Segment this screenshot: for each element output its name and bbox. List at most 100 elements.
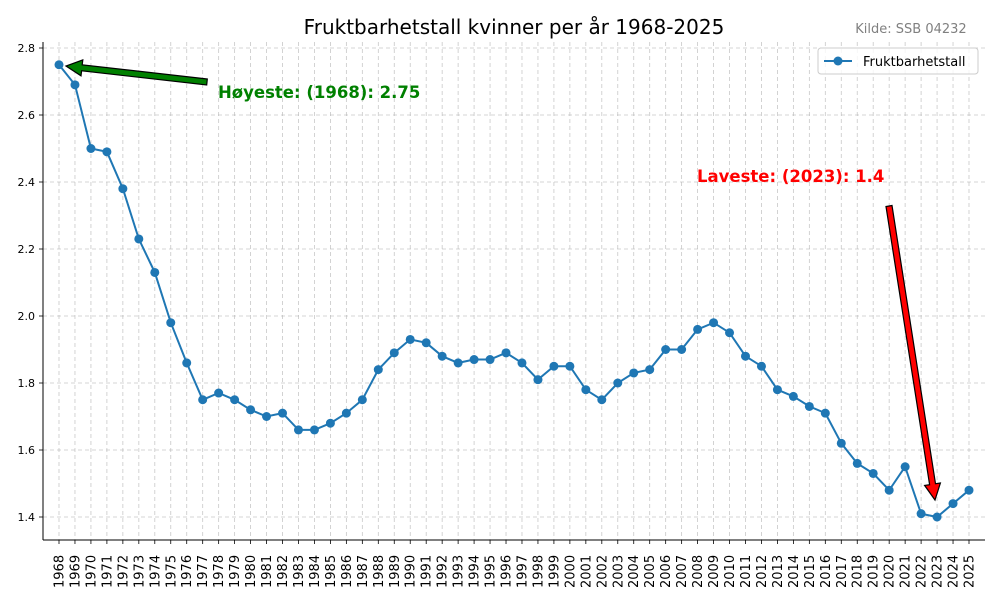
data-point xyxy=(54,60,64,70)
x-tick-label: 1996 xyxy=(500,555,515,588)
x-tick-label: 1971 xyxy=(100,555,115,588)
x-tick-label: 1972 xyxy=(116,555,131,588)
x-tick-label: 1985 xyxy=(324,555,339,588)
x-tick-label: 1981 xyxy=(260,555,275,588)
x-tick-label: 2022 xyxy=(915,555,930,588)
x-tick-label: 1995 xyxy=(484,555,499,588)
data-point xyxy=(501,348,511,358)
data-point xyxy=(884,485,894,495)
data-point xyxy=(150,267,160,277)
data-point xyxy=(230,395,240,405)
data-point xyxy=(868,468,878,478)
data-point xyxy=(597,395,607,405)
x-tick-label: 1974 xyxy=(148,555,163,588)
data-point xyxy=(549,361,559,371)
data-point xyxy=(70,80,80,90)
x-tick-label: 1982 xyxy=(276,555,291,588)
x-tick-label: 1968 xyxy=(53,555,68,588)
data-point xyxy=(293,425,303,435)
data-point xyxy=(629,368,639,378)
y-tick-label: 1.4 xyxy=(18,511,36,524)
data-point xyxy=(852,458,862,468)
data-point xyxy=(613,378,623,388)
x-tick-label: 1984 xyxy=(308,555,323,588)
data-point xyxy=(373,365,383,375)
y-tick-label: 2.0 xyxy=(18,310,36,323)
data-point xyxy=(437,351,447,361)
data-point xyxy=(836,438,846,448)
data-point xyxy=(214,388,224,398)
y-tick-label: 2.6 xyxy=(18,109,36,122)
data-point xyxy=(166,318,176,328)
x-tick-label: 1980 xyxy=(244,555,259,588)
data-point xyxy=(645,365,655,375)
data-point xyxy=(709,318,719,328)
x-tick-label: 1970 xyxy=(84,555,99,588)
data-point xyxy=(581,385,591,395)
x-tick-label: 2010 xyxy=(723,555,738,588)
data-point xyxy=(325,418,335,428)
x-tick-label: 2016 xyxy=(819,555,834,588)
chart-title: Fruktbarhetstall kvinner per år 1968-202… xyxy=(304,15,725,39)
legend-marker-icon xyxy=(833,56,843,66)
axes: 1968 1969 1970 1971 1972 1973 1974 1975 1976 1977… xyxy=(18,42,985,588)
series-line xyxy=(58,64,970,519)
x-tick-label: 1993 xyxy=(452,555,467,588)
x-tick-label: 1975 xyxy=(164,555,179,588)
data-point xyxy=(788,391,798,401)
data-point xyxy=(677,345,687,354)
data-point xyxy=(134,234,144,244)
x-tick-label: 2012 xyxy=(755,555,770,588)
y-tick-label: 2.2 xyxy=(18,243,36,256)
data-point xyxy=(102,147,112,157)
y-tick-label: 1.8 xyxy=(18,377,36,390)
x-tick-label: 1994 xyxy=(468,555,483,588)
x-tick-label: 2008 xyxy=(691,555,706,588)
data-point xyxy=(485,355,495,365)
arrow-highest-icon xyxy=(64,59,208,86)
data-point xyxy=(756,361,766,371)
data-point xyxy=(278,408,288,418)
x-tick-label: 1976 xyxy=(180,555,195,588)
data-point xyxy=(246,405,256,415)
x-tick-label: 2025 xyxy=(963,555,978,588)
x-tick-label: 1999 xyxy=(547,555,562,588)
data-point xyxy=(900,462,910,472)
data-point xyxy=(693,324,703,334)
x-tick-label: 1988 xyxy=(372,555,387,588)
x-tick-label: 2004 xyxy=(627,555,642,588)
data-point xyxy=(405,334,415,344)
x-tick-label: 2001 xyxy=(579,555,594,588)
x-tick-label: 1978 xyxy=(212,555,227,588)
data-point xyxy=(517,358,527,368)
x-tick-label: 1990 xyxy=(404,555,419,588)
x-tick-label: 2000 xyxy=(563,555,578,588)
x-tick-label: 1983 xyxy=(292,555,307,588)
data-point xyxy=(740,351,750,361)
x-tick-label: 2021 xyxy=(899,555,914,588)
data-point xyxy=(725,328,735,338)
x-tick-label: 1997 xyxy=(515,555,530,588)
x-tick-label: 2014 xyxy=(787,555,802,588)
data-point xyxy=(182,358,192,368)
x-tick-label: 1977 xyxy=(196,555,211,588)
x-tick-label: 2019 xyxy=(867,555,882,588)
x-tick-label: 2020 xyxy=(883,555,898,588)
x-tick-label: 2015 xyxy=(803,555,818,588)
data-series xyxy=(54,60,974,522)
data-point xyxy=(198,395,208,405)
data-point xyxy=(820,408,830,418)
annotation-lowest: Laveste: (2023): 1.4 xyxy=(697,167,884,186)
x-tick-label: 2003 xyxy=(611,555,626,588)
data-point xyxy=(661,345,671,354)
grid-lines xyxy=(43,42,985,540)
x-tick-label: 1979 xyxy=(228,555,243,588)
data-point xyxy=(309,425,319,435)
data-point xyxy=(932,512,942,522)
x-tick-label: 2017 xyxy=(835,555,850,588)
data-point xyxy=(389,348,399,358)
data-point xyxy=(964,485,974,495)
x-tick-label: 1998 xyxy=(531,555,546,588)
x-tick-label: 2007 xyxy=(675,555,690,588)
data-point xyxy=(421,338,431,348)
